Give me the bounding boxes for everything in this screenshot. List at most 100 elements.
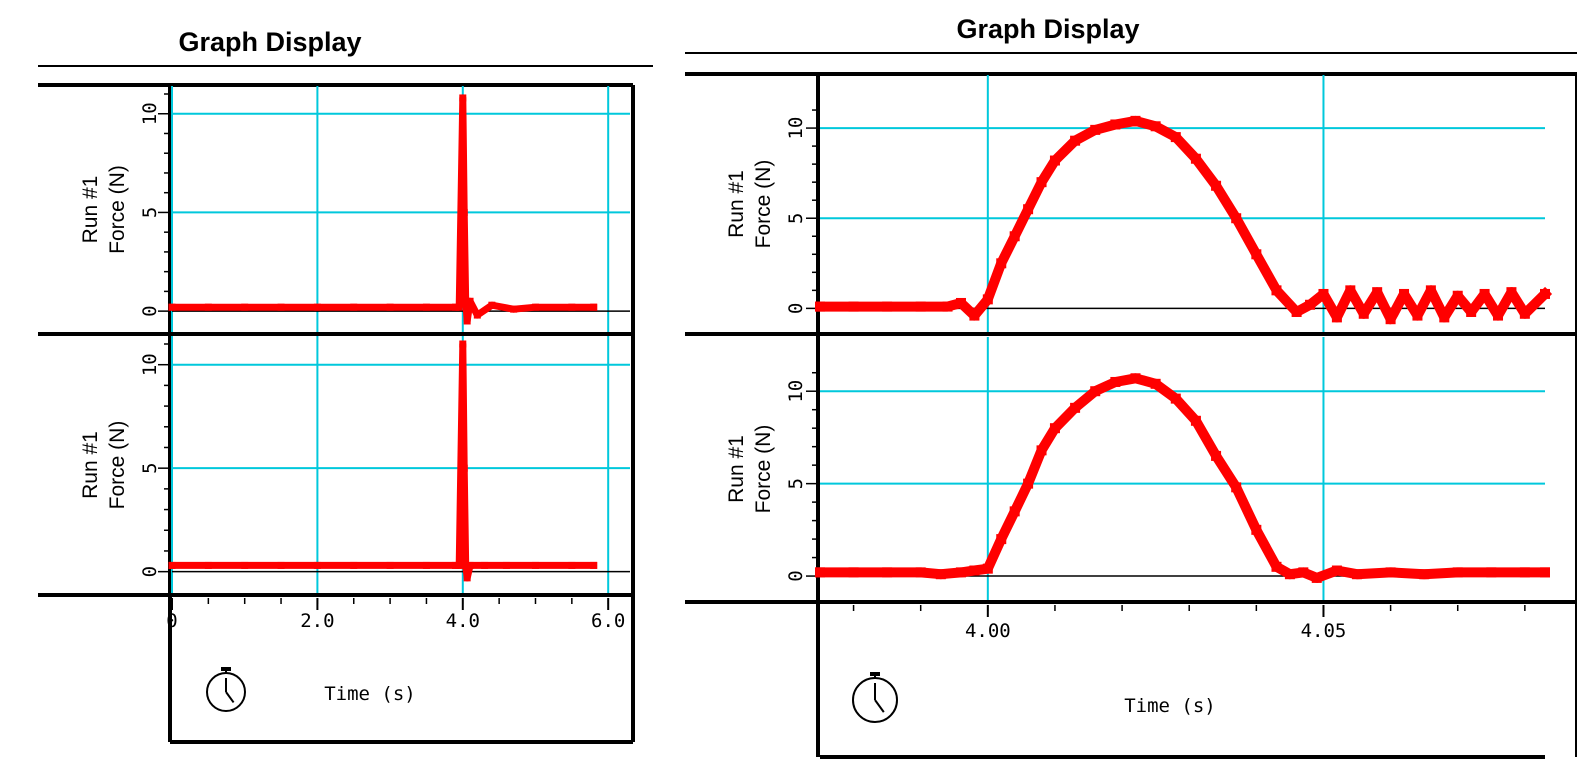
data-point (1452, 567, 1463, 578)
data-point (1385, 567, 1396, 578)
x-tick-label: 6.0 (591, 610, 625, 632)
data-point (1425, 285, 1436, 296)
data-point (473, 311, 481, 319)
data-point (1170, 393, 1181, 404)
data-point (462, 297, 470, 305)
data-point (1452, 290, 1463, 301)
force-series-line (168, 94, 598, 325)
data-point (1271, 285, 1282, 296)
data-point (1493, 310, 1504, 321)
force-series-line (815, 115, 1553, 325)
right-panel-title: Graph Display (956, 14, 1139, 44)
data-point (1271, 561, 1282, 572)
data-point (915, 567, 926, 578)
data-point (1090, 124, 1101, 135)
y-tick-label: 5 (785, 478, 807, 489)
x-axis-label: Time (s) (1124, 695, 1216, 717)
x-tick-label: 4.0 (446, 610, 480, 632)
data-point (460, 464, 468, 472)
data-point (1284, 569, 1295, 580)
data-point (815, 567, 825, 578)
data-point (1150, 121, 1161, 132)
data-point (1190, 415, 1201, 426)
data-point (1251, 524, 1262, 535)
data-point (955, 567, 966, 578)
data-point (568, 303, 576, 311)
data-point (1331, 312, 1342, 323)
data-point (1506, 287, 1517, 298)
plot-2: 0 5 10 Run #1 Force (N) (685, 337, 1577, 604)
y-tick-label: 0 (785, 303, 807, 314)
stopwatch-crown (221, 667, 231, 671)
data-point (277, 303, 285, 311)
data-point (313, 303, 321, 311)
x-tick-label: 2.0 (300, 610, 334, 632)
data-point (350, 303, 358, 311)
force-series-line (168, 340, 598, 582)
data-point (502, 561, 510, 569)
stopwatch-crown (870, 672, 880, 676)
plot-1: 0 5 10 Run #1 Force (N) (685, 75, 1577, 336)
x-tick-label: 4.00 (965, 620, 1011, 642)
data-point (1519, 308, 1530, 319)
data-point (1439, 312, 1450, 323)
data-point (1466, 306, 1477, 317)
data-point (422, 561, 430, 569)
data-point (1090, 386, 1101, 397)
data-point (915, 301, 926, 312)
data-point (590, 303, 598, 311)
data-point (1372, 287, 1383, 298)
data-point (1251, 249, 1262, 260)
data-point (452, 303, 460, 311)
data-point (455, 303, 463, 311)
y-axis-label-run: Run #1 (725, 170, 748, 238)
data-point (466, 297, 474, 305)
y-tick-label: 0 (139, 566, 161, 577)
data-point (1049, 423, 1060, 434)
data-point (459, 340, 467, 348)
stopwatch-hand-down (874, 699, 885, 713)
y-axis-label-run: Run #1 (79, 431, 102, 499)
data-point (462, 561, 470, 569)
data-point (1009, 506, 1020, 517)
data-point (1291, 306, 1302, 317)
data-point (531, 303, 539, 311)
data-point (996, 258, 1007, 269)
data-point (1298, 567, 1309, 578)
data-point (422, 303, 430, 311)
data-point (452, 561, 460, 569)
y-axis-label-force: Force (N) (106, 421, 129, 510)
data-point (1170, 132, 1181, 143)
data-point (1385, 314, 1396, 325)
stopwatch-icon (206, 667, 246, 712)
y-tick-label: 0 (785, 570, 807, 581)
data-point (590, 561, 598, 569)
data-point (1412, 310, 1423, 321)
data-point (1231, 482, 1242, 493)
data-point (1358, 308, 1369, 319)
data-point (568, 561, 576, 569)
data-point (969, 565, 980, 576)
data-point (1486, 567, 1497, 578)
data-point (1070, 402, 1081, 413)
data-point (481, 561, 489, 569)
data-point (1023, 204, 1034, 215)
data-point (463, 574, 471, 582)
data-point (488, 301, 496, 309)
stopwatch-icon (852, 672, 898, 723)
data-point (1305, 299, 1316, 310)
data-point (1318, 288, 1329, 299)
data-point (1399, 288, 1410, 299)
data-point (463, 317, 471, 325)
data-point (1190, 153, 1201, 164)
y-tick-label: 10 (139, 102, 161, 125)
data-point (1110, 376, 1121, 387)
x-tick-label: 4.05 (1301, 620, 1347, 642)
data-point (1049, 155, 1060, 166)
data-point (935, 569, 946, 580)
data-point (1211, 180, 1222, 191)
left-panel-title: Graph Display (178, 27, 361, 57)
